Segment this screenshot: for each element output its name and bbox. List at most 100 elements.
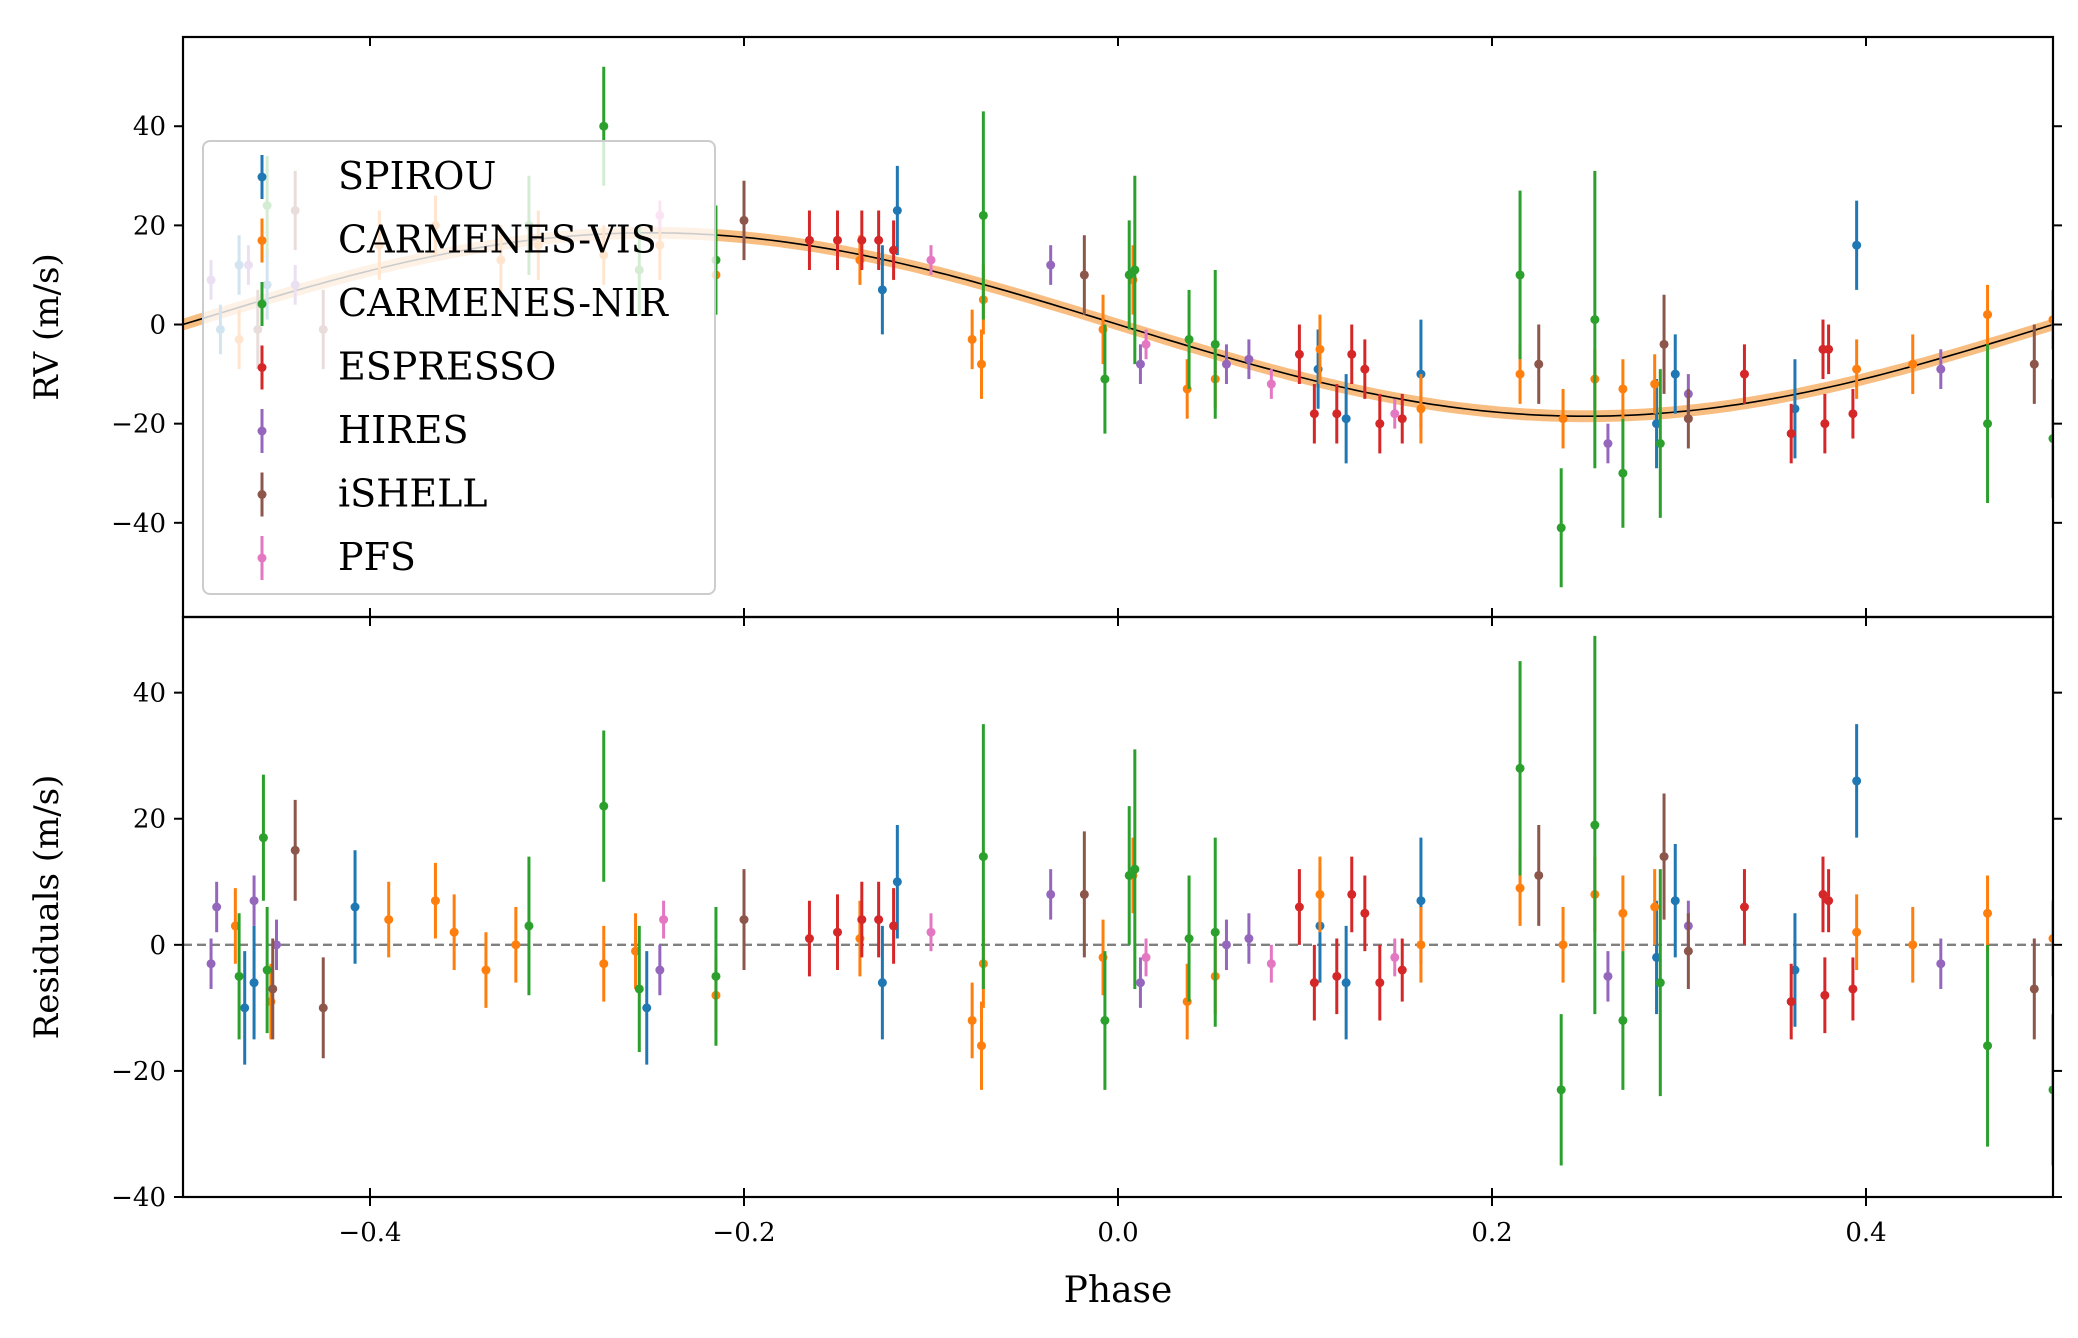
x-tick-label: 0.4 — [1845, 1218, 1886, 1248]
data-point — [2048, 934, 2053, 944]
data-point — [599, 121, 609, 131]
data-point — [1908, 940, 1918, 950]
data-point — [1590, 315, 1600, 325]
data-point — [967, 334, 977, 344]
data-point — [1266, 959, 1276, 969]
data-point — [262, 965, 272, 975]
data-point — [1294, 349, 1304, 359]
data-point — [634, 984, 644, 994]
y-tick-label: −40 — [111, 509, 166, 539]
y-tick-label: 0 — [149, 311, 166, 341]
data-point — [1515, 763, 1525, 773]
data-point — [857, 915, 867, 925]
legend-entry: CARMENES-VIS — [257, 218, 657, 263]
data-point — [1515, 369, 1525, 379]
data-point — [212, 902, 222, 912]
data-point — [877, 978, 887, 988]
data-point — [1824, 344, 1834, 354]
y-axis-label: RV (m/s) — [27, 253, 67, 400]
data-point — [2048, 434, 2053, 444]
data-point — [1618, 468, 1628, 478]
series-espresso — [804, 856, 1858, 1040]
x-tick-label: 0.2 — [1471, 1218, 1512, 1248]
data-point — [2029, 359, 2039, 369]
data-point — [1983, 1041, 1993, 1051]
data-point — [1397, 965, 1407, 975]
data-point — [1375, 419, 1385, 429]
data-point — [1341, 414, 1351, 424]
data-point — [1852, 927, 1862, 937]
data-point — [1079, 270, 1089, 280]
data-point — [642, 1003, 652, 1013]
legend-marker-point — [257, 426, 267, 436]
data-point — [206, 959, 216, 969]
data-point — [234, 971, 244, 981]
data-point — [1659, 339, 1669, 349]
data-point — [1852, 240, 1862, 250]
data-point — [1210, 339, 1220, 349]
data-point — [2048, 315, 2053, 325]
data-point — [1416, 404, 1426, 414]
data-point — [892, 877, 902, 887]
data-point — [1558, 414, 1568, 424]
data-point — [1786, 997, 1796, 1007]
data-point — [481, 965, 491, 975]
data-point — [1315, 344, 1325, 354]
data-point — [1659, 852, 1669, 862]
data-point — [926, 255, 936, 265]
data-point — [430, 896, 440, 906]
data-point — [1824, 896, 1834, 906]
data-point — [892, 206, 902, 216]
data-point — [711, 971, 721, 981]
legend-label: iSHELL — [338, 472, 488, 516]
data-point — [249, 978, 259, 988]
data-point — [1670, 369, 1680, 379]
data-point — [1184, 934, 1194, 944]
data-point — [1294, 902, 1304, 912]
legend-entry: PFS — [257, 535, 416, 580]
data-point — [1936, 364, 1946, 374]
legend-label: CARMENES-VIS — [338, 218, 657, 262]
legend-entry: iSHELL — [257, 472, 488, 517]
data-point — [350, 902, 360, 912]
data-point — [1184, 334, 1194, 344]
data-point — [1341, 978, 1351, 988]
data-point — [1266, 379, 1276, 389]
y-tick-label: −20 — [111, 1057, 166, 1087]
data-point — [1046, 260, 1056, 270]
data-point — [1315, 889, 1325, 899]
legend-marker-point — [257, 490, 267, 499]
data-point — [889, 921, 899, 931]
data-point — [1210, 927, 1220, 937]
data-point — [874, 235, 884, 245]
data-point — [1683, 946, 1693, 956]
data-point — [268, 984, 278, 994]
legend-label: ESPRESSO — [338, 345, 556, 389]
data-point — [1936, 959, 1946, 969]
data-point — [1618, 1015, 1628, 1025]
legend-marker-point — [257, 236, 267, 245]
data-point — [739, 915, 749, 925]
data-point — [1556, 523, 1566, 533]
data-point — [739, 215, 749, 225]
data-point — [1141, 952, 1151, 962]
legend-marker-point — [257, 299, 267, 309]
legend-entry: ESPRESSO — [257, 345, 556, 390]
data-point — [1130, 265, 1140, 275]
data-point — [1848, 984, 1858, 994]
x-tick-label: −0.2 — [712, 1218, 775, 1248]
data-point — [599, 801, 609, 811]
data-point — [1079, 889, 1089, 899]
data-point — [290, 845, 300, 855]
data-point — [1683, 414, 1693, 424]
data-point — [1347, 349, 1357, 359]
data-point — [1786, 429, 1796, 439]
data-point — [2029, 984, 2039, 994]
data-point — [877, 285, 887, 295]
y-tick-label: 0 — [149, 931, 166, 961]
data-point — [1603, 438, 1613, 448]
data-point — [1100, 374, 1110, 384]
legend-box — [202, 140, 716, 595]
data-point — [1983, 310, 1993, 320]
